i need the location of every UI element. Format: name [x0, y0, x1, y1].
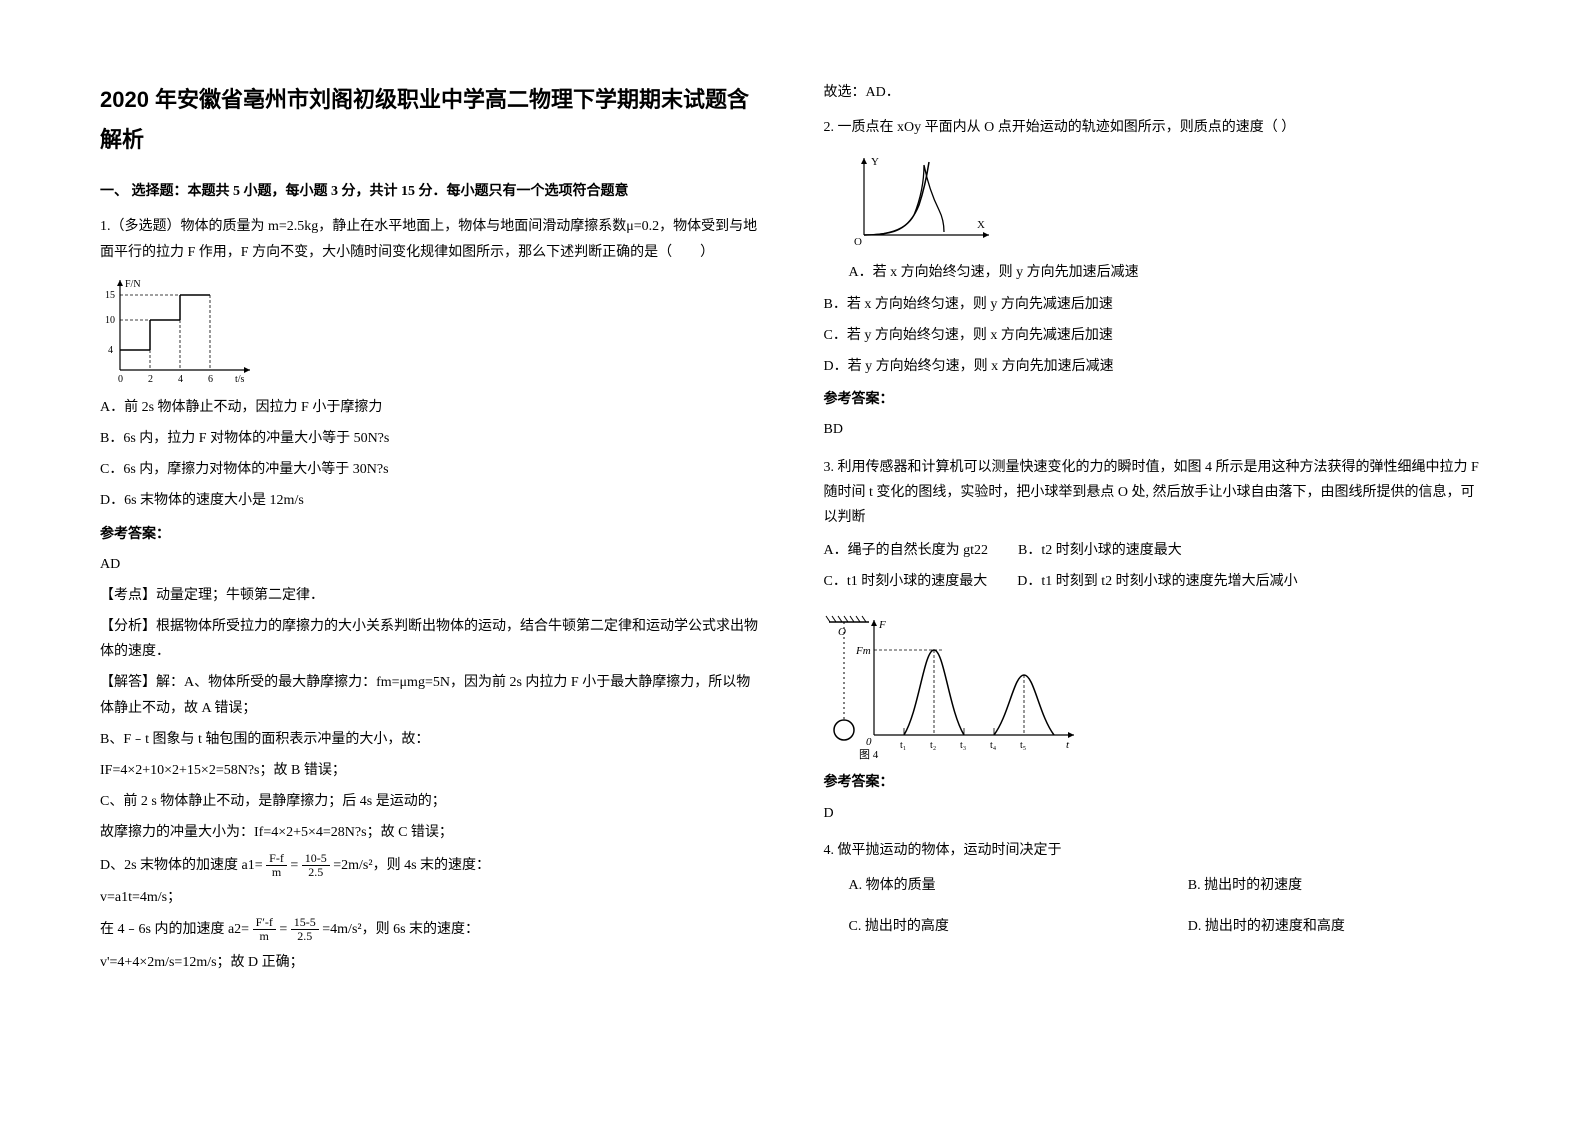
- q1-d3-mid: =: [279, 922, 290, 937]
- q1-line-d4: v'=4+4×2m/s=12m/s；故 D 正确；: [100, 950, 764, 975]
- q1-d1-frac2: 10-5 2.5: [302, 852, 330, 879]
- svg-text:t₄: t₄: [990, 740, 997, 751]
- q1-line-b1: B、F﹣t 图象与 t 轴包围的面积表示冲量的大小，故：: [100, 727, 764, 752]
- q2-xlabel: X: [977, 219, 985, 231]
- q1-line-c2: 故摩擦力的冲量大小为：If=4×2+5×4=28N?s；故 C 错误；: [100, 820, 764, 845]
- q1-xlabel: t/s: [235, 374, 245, 385]
- q2-option-d: D．若 y 方向始终匀速，则 x 方向先加速后减速: [824, 354, 1488, 379]
- q2-chart: Y X O: [824, 150, 1488, 250]
- q1-line-d1: D、2s 末物体的加速度 a1= F-f m = 10-5 2.5 =2m/s²…: [100, 852, 764, 879]
- svg-text:2: 2: [148, 374, 153, 385]
- q1-fenxi: 【分析】根据物体所受拉力的摩擦力的大小关系判断出物体的运动，结合牛顿第二定律和运…: [100, 614, 764, 664]
- q1-kaodian: 【考点】动量定理；牛顿第二定律．: [100, 583, 764, 608]
- document-title: 2020 年安徽省亳州市刘阁初级职业中学高二物理下学期期末试题含解析: [100, 80, 764, 159]
- q3-option-a: A．绳子的自然长度为 gt22: [824, 538, 989, 563]
- q1-answer-label: 参考答案：: [100, 522, 764, 547]
- svg-text:0: 0: [866, 736, 872, 748]
- q1-d1-frac1: F-f m: [266, 852, 287, 879]
- q1-line-b2: IF=4×2+10×2+15×2=58N?s；故 B 错误；: [100, 758, 764, 783]
- svg-text:F: F: [878, 619, 886, 631]
- q2-answer: BD: [824, 417, 1488, 442]
- q1-jieda-intro: 【解答】解：A、物体所受的最大静摩擦力：fm=μmg=5N，因为前 2s 内拉力…: [100, 670, 764, 720]
- svg-text:t: t: [1066, 739, 1070, 751]
- q1-final: 故选：AD．: [824, 80, 1488, 105]
- svg-text:10: 10: [105, 315, 115, 326]
- q3-option-c: C．t1 时刻小球的速度最大: [824, 569, 988, 594]
- q1-d3-pre: 在 4﹣6s 内的加速度 a2=: [100, 922, 253, 937]
- right-column: 故选：AD． 2. 一质点在 xOy 平面内从 O 点开始运动的轨迹如图所示，则…: [824, 80, 1488, 981]
- q1-answer: AD: [100, 552, 764, 577]
- q3-answer: D: [824, 801, 1488, 826]
- left-column: 2020 年安徽省亳州市刘阁初级职业中学高二物理下学期期末试题含解析 一、 选择…: [100, 80, 764, 981]
- svg-text:Fm: Fm: [855, 645, 871, 657]
- q1-ylabel: F/N: [125, 279, 141, 290]
- svg-text:4: 4: [178, 374, 183, 385]
- svg-text:4: 4: [108, 345, 113, 356]
- q1-line-c1: C、前 2 s 物体静止不动，是静摩擦力；后 4s 是运动的；: [100, 789, 764, 814]
- q4-option-b: B. 抛出时的初速度: [1188, 873, 1487, 898]
- svg-text:O: O: [854, 236, 862, 248]
- q1-option-c: C．6s 内，摩擦力对物体的冲量大小等于 30N?s: [100, 457, 764, 482]
- q4-option-a: A. 物体的质量: [849, 873, 1148, 898]
- q4-stem: 4. 做平抛运动的物体，运动时间决定于: [824, 838, 1488, 863]
- q1-line-d2: v=a1t=4m/s；: [100, 885, 764, 910]
- q4-option-c: C. 抛出时的高度: [849, 914, 1148, 939]
- q4-option-d: D. 抛出时的初速度和高度: [1188, 914, 1487, 939]
- section-1-header: 一、 选择题：本题共 5 小题，每小题 3 分，共计 15 分．每小题只有一个选…: [100, 179, 764, 204]
- q1-option-a: A．前 2s 物体静止不动，因拉力 F 小于摩擦力: [100, 395, 764, 420]
- q1-line-d3: 在 4﹣6s 内的加速度 a2= F′-f m = 15-5 2.5 =4m/s…: [100, 916, 764, 943]
- svg-text:图 4: 图 4: [859, 748, 879, 760]
- svg-text:t₃: t₃: [960, 740, 966, 751]
- svg-text:15: 15: [105, 290, 115, 301]
- q2-option-b: B．若 x 方向始终匀速，则 y 方向先减速后加速: [824, 292, 1488, 317]
- svg-text:6: 6: [208, 374, 213, 385]
- svg-text:O: O: [838, 626, 846, 638]
- q1-option-d: D．6s 末物体的速度大小是 12m/s: [100, 488, 764, 513]
- svg-text:t₁: t₁: [900, 740, 906, 751]
- q1-d3-frac2: 15-5 2.5: [291, 916, 319, 943]
- q2-ylabel: Y: [871, 156, 879, 168]
- q2-answer-label: 参考答案：: [824, 387, 1488, 412]
- q3-option-d: D．t1 时刻到 t2 时刻小球的速度先增大后减小: [1017, 569, 1297, 594]
- svg-text:t₂: t₂: [930, 740, 936, 751]
- q1-d1-mid: =: [290, 857, 301, 872]
- svg-text:t₅: t₅: [1020, 740, 1026, 751]
- q3-option-b: B．t2 时刻小球的速度最大: [1018, 538, 1182, 563]
- q2-option-a: A．若 x 方向始终匀速，则 y 方向先加速后减速: [824, 260, 1488, 285]
- q1-d3-frac1: F′-f m: [253, 916, 276, 943]
- q1-chart: F/N t/s 4 10 15 0 2 4 6: [100, 275, 764, 385]
- q1-stem: 1.（多选题）物体的质量为 m=2.5kg，静止在水平地面上，物体与地面间滑动摩…: [100, 214, 764, 264]
- q1-d1-pre: D、2s 末物体的加速度 a1=: [100, 857, 266, 872]
- svg-text:0: 0: [118, 374, 123, 385]
- q3-chart: O F t 0 Fm: [824, 610, 1488, 760]
- q1-d1-post: =2m/s²，则 4s 末的速度：: [333, 857, 490, 872]
- q2-option-c: C．若 y 方向始终匀速，则 x 方向先减速后加速: [824, 323, 1488, 348]
- q1-option-b: B．6s 内，拉力 F 对物体的冲量大小等于 50N?s: [100, 426, 764, 451]
- q1-d3-post: =4m/s²，则 6s 末的速度：: [322, 922, 479, 937]
- q2-stem: 2. 一质点在 xOy 平面内从 O 点开始运动的轨迹如图所示，则质点的速度（ …: [824, 115, 1488, 140]
- q3-answer-label: 参考答案：: [824, 770, 1488, 795]
- q3-stem: 3. 利用传感器和计算机可以测量快速变化的力的瞬时值，如图 4 所示是用这种方法…: [824, 455, 1488, 531]
